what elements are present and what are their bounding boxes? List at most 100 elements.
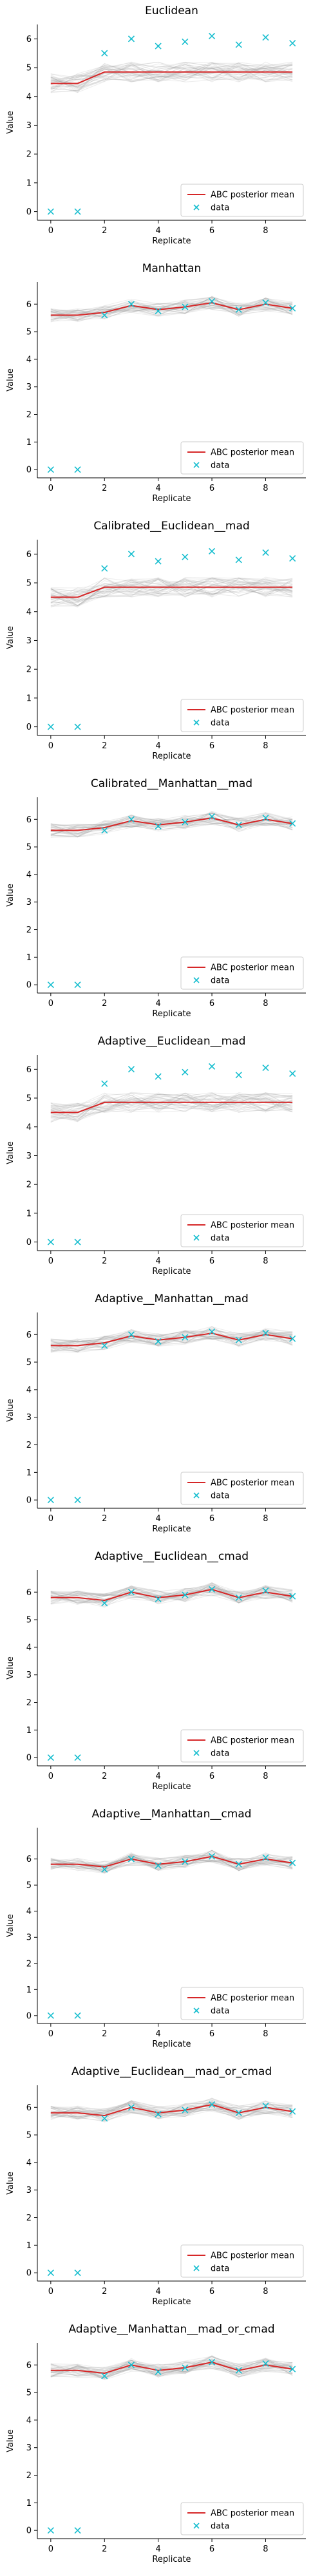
posterior-sample-line [50,2356,293,2380]
posterior-sample-line [50,2360,293,2380]
data-point [289,554,296,562]
data-point [128,35,135,43]
data-point-stroke [235,2109,242,2116]
posterior-sample-line [50,2099,293,2116]
data-point [155,43,162,50]
data-point [101,565,108,572]
data-point [235,306,242,313]
posterior-sample-line [50,298,293,316]
data-point [101,1600,108,1607]
posterior-sample-line [50,1855,293,1872]
data-point [208,1586,216,1593]
legend: ABC posterior mean data [180,1729,304,1763]
posterior-sample-line [50,64,293,86]
posterior-sample-line [50,816,293,837]
posterior-sample-line [50,1589,293,1603]
x-tick-label: 2 [102,2544,107,2554]
x-tick-label: 2 [102,226,107,236]
data-point-stroke [74,1238,81,1245]
posterior-samples [50,1326,293,1353]
data-point [182,553,189,560]
posterior-sample-line [50,1855,293,1870]
data-point [101,312,108,319]
posterior-sample-line [50,577,293,603]
posterior-sample-line [50,2363,293,2376]
posterior-sample-line [50,582,293,603]
data-point [155,2110,162,2118]
posterior-sample-line [50,1854,293,1873]
data-point-stroke [47,208,54,215]
legend-data-swatch [193,204,200,211]
data-point [235,821,242,828]
posterior-sample-line [50,2101,293,2119]
data-point-stroke [74,2269,81,2277]
posterior-sample-line [50,300,293,319]
data-point-stroke [182,1068,189,1075]
y-tick-label: 2 [26,665,32,675]
data-point [235,1072,242,1079]
posterior-samples [50,1092,293,1123]
y-tick-label: 2 [26,1441,32,1450]
posterior-sample-line [50,1857,293,1870]
x-tick-label: 4 [156,2287,161,2297]
data-point [182,303,189,310]
posterior-sample-line [50,1586,293,1600]
y-tick-label: 3 [26,1151,32,1161]
x-tick-label: 4 [156,2029,161,2039]
data-point [235,1336,242,1343]
posterior-sample-line [50,812,293,828]
chart-panel: Adaptive__Euclidean__cmad 0 2 4 6 8 0 1 2 3 4 5 6 Rep… [6,1550,306,1792]
data-point [128,301,135,308]
posterior-mean-line [50,817,293,831]
legend-label: data [211,719,229,728]
posterior-sample-line [50,2356,293,2374]
posterior-sample-line [50,296,293,315]
posterior-sample-line [50,1852,293,1868]
posterior-sample-line [50,1587,293,1602]
y-tick-label: 0 [26,207,32,217]
chart-panel: Manhattan 0 2 4 6 8 0 1 2 3 4 5 6 Replicate Value ABC p… [6,262,306,504]
data-point [208,298,216,305]
x-tick-label: 6 [209,1256,214,1266]
posterior-sample-line [50,2362,293,2378]
x-tick-label: 0 [48,226,53,236]
data-point-stroke [101,1600,108,1607]
posterior-sample-line [50,64,293,93]
legend-frame [180,2244,304,2278]
posterior-sample-line [50,1584,293,1604]
legend-frame [180,699,304,732]
posterior-sample-line [50,1332,293,1350]
posterior-sample-line [50,1093,293,1121]
data-point [74,2527,81,2534]
data-point-stroke [235,1072,242,1079]
data-point [155,1595,162,1603]
posterior-sample-line [50,1096,293,1123]
data-point [289,1859,296,1866]
posterior-sample-line [50,1330,293,1348]
posterior-sample-line [50,578,293,597]
x-tick-label: 0 [48,2544,53,2554]
posterior-sample-line [50,1587,293,1607]
data-point [208,2358,216,2366]
data-point [235,2367,242,2374]
posterior-samples [50,1582,293,1608]
posterior-sample-line [50,1094,293,1121]
chart-panel: Adaptive__Manhattan__cmad 0 2 4 6 8 0 1 2 3 4 5 6 Rep… [6,1808,306,2049]
data-point-stroke [47,723,54,730]
posterior-sample-line [50,297,293,314]
data-point [208,1063,216,1070]
posterior-sample-line [50,1094,293,1118]
data-point-stroke [128,1855,135,1862]
x-tick-label: 2 [102,1514,107,1524]
posterior-sample-line [50,1334,293,1347]
data-point-stroke [101,565,108,572]
data-point-stroke [262,2103,269,2110]
posterior-mean-line [50,71,293,84]
posterior-sample-line [50,2098,293,2117]
data-point [101,827,108,834]
legend-label: ABC posterior mean [211,448,294,458]
data-point-stroke [289,1070,296,1077]
data-point [128,1589,135,1596]
posterior-sample-line [50,1092,293,1111]
